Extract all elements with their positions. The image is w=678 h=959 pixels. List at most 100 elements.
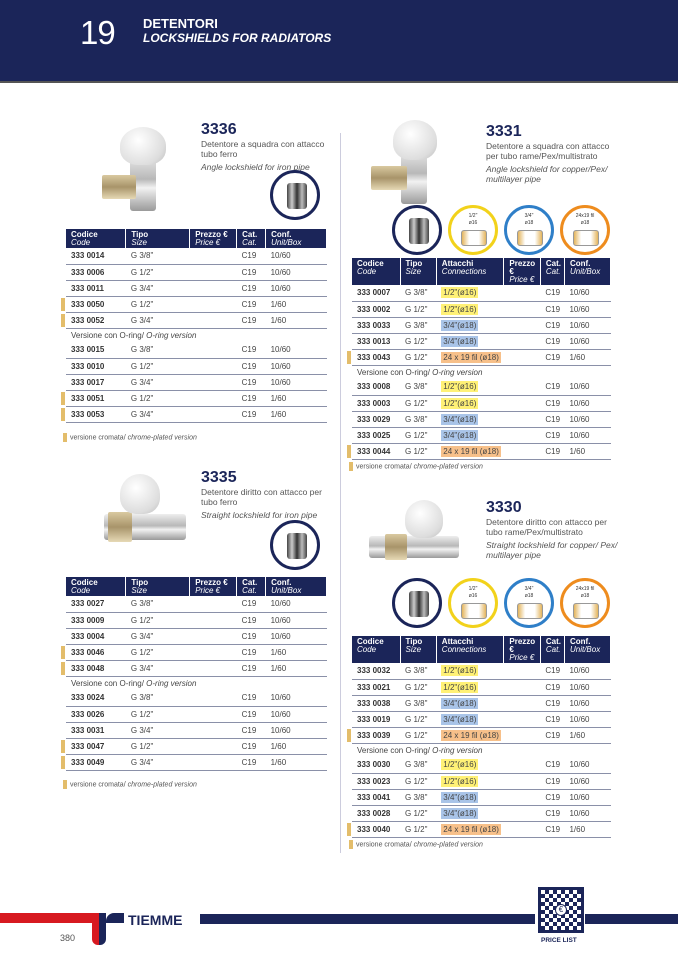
cell-size: G 1/2"	[125, 264, 190, 281]
cell-conf: 10/60	[564, 411, 611, 428]
description-en: Angle lockshield for iron pipe	[201, 162, 310, 172]
connection-badge: 1/2"(ø16)	[441, 775, 479, 787]
cell-code: 333 0026	[66, 706, 126, 723]
connection-badge: 24 x 19 fil (ø18)	[441, 351, 501, 363]
cell-price	[189, 706, 237, 723]
cell-cat: C19	[540, 349, 565, 366]
column-header: Prezzo € Price €	[189, 577, 238, 596]
header-it: Prezzo €	[509, 259, 536, 276]
table-row: 333 0003 G 1/2" 1/2"(ø16) C19 10/60	[352, 395, 611, 412]
cell-code: 333 0048	[61, 660, 126, 677]
cell-connection: 1/2"(ø16)	[436, 663, 504, 680]
cell-conf: 1/60	[265, 296, 327, 313]
cell-size: G 1/2"	[125, 296, 190, 313]
cell-cat: C19	[540, 443, 565, 460]
cell-connection: 24 x 19 fil (ø18)	[436, 821, 504, 838]
cell-cat: C19	[236, 722, 266, 739]
cell-price	[503, 821, 541, 838]
cell-code: 333 0032	[352, 663, 401, 680]
cell-price	[189, 390, 237, 407]
product-table-3331: Codice Code Tipo Size Attacchi Connections Pre…	[346, 258, 612, 460]
cell-conf: 1/60	[265, 754, 327, 771]
table-row: 333 0051 G 1/2" C19 1/60	[61, 390, 327, 407]
table-row: 333 0025 G 1/2" 3/4"(ø18) C19 10/60	[352, 427, 611, 444]
cell-cat: C19	[540, 333, 565, 350]
version-it: Versione con O-ring/	[71, 678, 144, 688]
cell-conf: 10/60	[564, 805, 611, 822]
cell-code: 333 0052	[61, 312, 126, 329]
cell-cat: C19	[540, 301, 565, 318]
header-en: Connections	[441, 267, 487, 276]
cell-connection: 3/4"(ø18)	[436, 427, 504, 444]
cell-code: 333 0007	[352, 285, 401, 302]
connection-badge: 3/4"(ø18)	[441, 807, 479, 819]
column-header: Conf. Unit/Box	[564, 636, 612, 663]
connection-badge: 24 x 19 fil (ø18)	[441, 823, 501, 835]
header-en: Connections	[441, 645, 487, 654]
version-it: Versione con O-ring/	[357, 367, 430, 377]
table-row: 333 0040 G 1/2" 24 x 19 fil (ø18) C19 1/60	[346, 821, 611, 838]
cell-code: 333 0003	[352, 395, 401, 412]
chapter-title-en: LOCKSHIELDS FOR RADIATORS	[143, 31, 332, 45]
cell-code: 333 0017	[66, 374, 126, 391]
column-header: Cat. Cat.	[236, 229, 267, 248]
cell-size: G 1/2"	[400, 711, 437, 728]
cell-size: G 3/8"	[125, 248, 190, 265]
product-table-3330: Codice Code Tipo Size Attacchi Connections Pre…	[346, 636, 612, 838]
legend-it: versione cromata/	[356, 463, 412, 471]
cell-size: G 1/2"	[125, 390, 190, 407]
price-list-qr-code[interactable]: €	[538, 887, 584, 933]
diagram-label: ø18	[580, 220, 590, 226]
table-row: 333 0039 G 1/2" 24 x 19 fil (ø18) C19 1/60	[346, 727, 611, 744]
cell-code: 333 0024	[66, 690, 126, 707]
header-en: Cat.	[545, 645, 561, 654]
cell-cat: C19	[236, 628, 266, 645]
oring-version-row: Versione con O-ring/ O-ring version	[352, 365, 611, 379]
connection-badge: 3/4"(ø18)	[441, 697, 479, 709]
page-number: 380	[60, 933, 76, 943]
cell-price	[503, 711, 541, 728]
cell-price	[189, 406, 237, 423]
cell-conf: 10/60	[265, 612, 327, 629]
cell-cat: C19	[540, 395, 565, 412]
table-row: 333 0044 G 1/2" 24 x 19 fil (ø18) C19 1/60	[346, 443, 611, 460]
cell-connection: 3/4"(ø18)	[436, 789, 504, 806]
header-it: Conf.	[271, 578, 292, 587]
header-it: Codice	[71, 230, 98, 239]
cell-price	[189, 374, 237, 391]
diagram-label: 24x19 fil	[575, 213, 595, 219]
connection-badge: 3/4"(ø18)	[441, 413, 479, 425]
cell-price	[503, 679, 541, 696]
cell-price	[503, 333, 541, 350]
cell-size: G 3/8"	[400, 789, 437, 806]
product-3335-info: 3335 Detentore diritto con attacco per t…	[201, 470, 336, 521]
cell-size: G 1/2"	[125, 612, 190, 629]
cell-cat: C19	[236, 706, 266, 723]
table-row: 333 0015 G 3/8" C19 10/60	[66, 342, 327, 359]
product-code: 3336	[201, 121, 237, 138]
cell-price	[189, 280, 237, 297]
cell-conf: 1/60	[564, 727, 611, 744]
cell-price	[189, 342, 237, 359]
connection-diagram-icon: 1/2" ø16	[448, 205, 498, 255]
cell-size: G 3/4"	[125, 312, 190, 329]
header-it: Tipo	[131, 578, 149, 587]
table-row: 333 0028 G 1/2" 3/4"(ø18) C19 10/60	[352, 805, 611, 822]
chapter-title: DETENTORI LOCKSHIELDS FOR RADIATORS	[143, 17, 332, 46]
chapter-number: 19	[80, 14, 116, 51]
table-row: 333 0011 G 3/4" C19 10/60	[66, 280, 327, 297]
cell-conf: 1/60	[265, 660, 327, 677]
cell-code: 333 0011	[66, 280, 126, 297]
table-header: Codice Code Tipo Size Attacchi Connections Pre…	[352, 636, 612, 663]
cell-size: G 3/8"	[125, 342, 190, 359]
cell-size: G 1/2"	[400, 727, 437, 744]
header-it: Tipo	[131, 230, 149, 239]
cell-size: G 3/8"	[400, 317, 437, 334]
column-header: Conf. Unit/Box	[265, 229, 327, 248]
diagram-label: 1/2"	[468, 213, 478, 219]
column-header: Attacchi Connections	[436, 258, 505, 285]
oring-version-row: Versione con O-ring/ O-ring version	[352, 743, 611, 757]
table-row: 333 0031 G 3/4" C19 10/60	[66, 722, 327, 739]
cell-conf: 10/60	[564, 427, 611, 444]
cell-price	[189, 660, 237, 677]
